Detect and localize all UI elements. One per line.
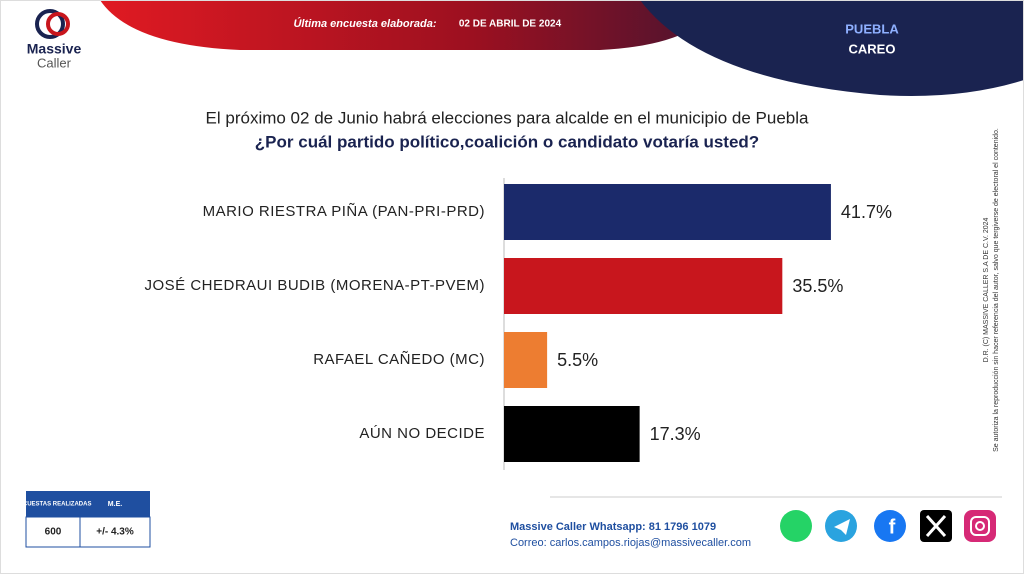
bar: [504, 406, 640, 462]
bar: [504, 184, 831, 240]
footer-email: Correo: carlos.campos.riojas@massivecall…: [510, 537, 751, 549]
table-header: ENCUESTAS REALIZADAS: [15, 502, 92, 508]
footer-whatsapp: Massive Caller Whatsapp: 81 1796 1079: [510, 521, 716, 533]
facebook-icon[interactable]: [874, 510, 906, 542]
category-label: AÚN NO DECIDE: [359, 425, 485, 442]
bar: [504, 332, 548, 388]
info-table: ENCUESTAS REALIZADAS M.E. 600 +/- 4.3%: [15, 491, 151, 548]
header-corner: [640, 0, 1024, 96]
value-label: 17.3%: [650, 424, 701, 444]
value-label: 41.7%: [841, 202, 892, 222]
category-label: MARIO RIESTRA PIÑA (PAN-PRI-PRD): [203, 203, 485, 220]
disclaimer-line: Se autoriza la reproducción sin hacer re…: [993, 128, 1000, 452]
table-cell: +/- 4.3%: [96, 527, 134, 538]
social-icons: f: [780, 510, 996, 542]
whatsapp-icon[interactable]: [780, 510, 812, 542]
region-subtitle: CAREO: [849, 41, 896, 56]
bar: [504, 258, 783, 314]
header-date: 02 DE ABRIL DE 2024: [459, 19, 562, 30]
disclaimer-line: D.R. (C) MASSIVE CALLER S.A DE C.V. 2024: [983, 217, 990, 362]
logo-text: Massive: [27, 41, 82, 57]
table-cell: 600: [45, 527, 62, 538]
value-label: 5.5%: [557, 350, 598, 370]
instagram-icon[interactable]: [964, 510, 996, 542]
disclaimer: D.R. (C) MASSIVE CALLER S.A DE C.V. 2024…: [983, 128, 1000, 452]
header-band: [100, 0, 720, 50]
chart-subtitle: ¿Por cuál partido político,coalición o c…: [255, 132, 759, 151]
table-header: M.E.: [108, 501, 122, 508]
logo-text: Caller: [37, 55, 72, 70]
header-label: Última encuesta elaborada:: [293, 17, 436, 30]
category-label: RAFAEL CAÑEDO (MC): [313, 351, 485, 368]
chart-title: El próximo 02 de Junio habrá elecciones …: [206, 108, 809, 127]
value-label: 35.5%: [792, 276, 843, 296]
category-label: JOSÉ CHEDRAUI BUDIB (MORENA-PT-PVEM): [144, 277, 485, 294]
svg-text:f: f: [889, 516, 896, 538]
logo: Massive Caller: [27, 9, 82, 70]
region: PUEBLA: [845, 21, 899, 36]
